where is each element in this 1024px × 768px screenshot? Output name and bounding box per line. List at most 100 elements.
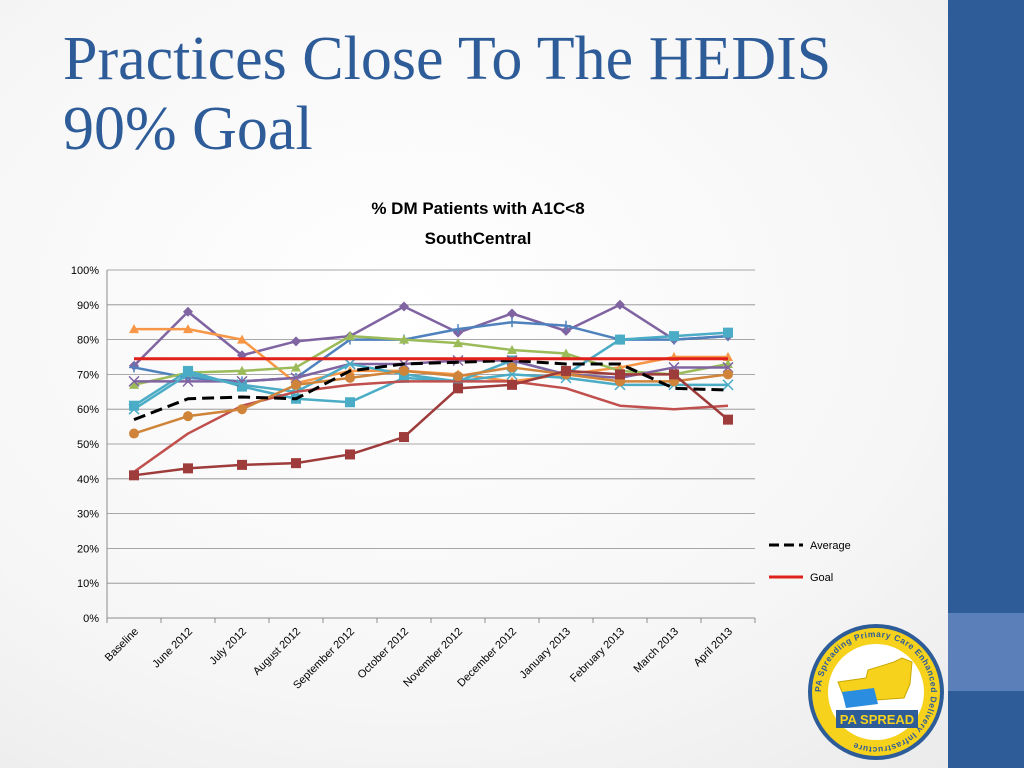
data-point-square xyxy=(615,334,625,345)
series-2 xyxy=(129,317,733,387)
x-tick-label: February 2013 xyxy=(568,626,627,685)
y-tick-label: 0% xyxy=(83,613,99,625)
series-average xyxy=(133,358,729,422)
data-point-circle xyxy=(507,362,517,373)
data-point-triangle xyxy=(399,334,409,344)
series-8 xyxy=(133,380,729,473)
series-line xyxy=(133,380,729,473)
y-tick-label: 30% xyxy=(77,509,99,521)
data-point-circle xyxy=(399,365,409,376)
data-point-diamond xyxy=(291,336,301,347)
data-point-square xyxy=(669,331,679,342)
data-point-x xyxy=(236,379,248,391)
y-tick-label: 70% xyxy=(77,369,99,381)
series-9 xyxy=(129,362,733,439)
series-line xyxy=(133,303,729,367)
series-line xyxy=(133,362,728,411)
chart-series xyxy=(128,299,734,481)
data-point-triangle xyxy=(129,324,139,334)
slide-title-line1: Practices Close To The HEDIS xyxy=(63,25,832,93)
x-tick-label: January 2013 xyxy=(517,626,573,682)
data-point-square xyxy=(291,458,301,469)
chart-title-line2: SouthCentral xyxy=(425,229,532,248)
data-point-triangle xyxy=(237,365,247,375)
x-tick-label: March 2013 xyxy=(632,626,682,676)
data-point-x xyxy=(344,358,356,370)
data-point-diamond xyxy=(399,301,409,312)
data-point-diamond xyxy=(507,308,517,319)
data-point-square xyxy=(453,383,463,394)
data-point-square xyxy=(399,372,409,383)
y-tick-label: 10% xyxy=(77,578,99,590)
series-line xyxy=(133,369,729,477)
data-point-square xyxy=(615,369,625,380)
legend-label: Average xyxy=(810,540,851,552)
data-point-diamond xyxy=(561,325,571,336)
series-line xyxy=(133,366,729,435)
data-point-triangle xyxy=(291,362,301,372)
data-point-diamond xyxy=(615,299,625,310)
data-point-square xyxy=(129,400,139,411)
data-point-square xyxy=(669,369,679,380)
data-point-circle xyxy=(345,372,355,383)
data-point-square xyxy=(399,432,409,443)
x-tick-label: April 2013 xyxy=(692,626,736,670)
x-tick-label: August 2012 xyxy=(251,626,303,678)
data-point-x xyxy=(128,375,140,387)
data-point-square xyxy=(507,379,517,390)
pa-spread-logo: PA Spreading Primary Care Enhanced Deliv… xyxy=(808,624,944,760)
data-point-triangle xyxy=(183,324,193,334)
data-point-triangle xyxy=(453,338,463,348)
side-accent-block xyxy=(948,613,1024,691)
data-point-circle xyxy=(237,404,247,415)
series-line xyxy=(133,334,729,387)
data-point-square xyxy=(237,381,247,392)
x-tick-label: July 2012 xyxy=(207,626,249,668)
data-point-circle xyxy=(183,411,193,422)
data-point-square xyxy=(129,470,139,481)
x-tick-label: December 2012 xyxy=(455,626,519,690)
data-point-diamond xyxy=(183,306,193,317)
data-point-circle xyxy=(129,428,139,439)
data-point-circle xyxy=(453,371,463,382)
data-point-x xyxy=(182,368,194,380)
data-point-square xyxy=(237,459,247,470)
data-point-triangle xyxy=(129,379,139,389)
y-tick-label: 40% xyxy=(77,474,99,486)
x-tick-label: June 2012 xyxy=(150,626,195,671)
y-tick-label: 50% xyxy=(77,439,99,451)
data-point-square xyxy=(723,327,733,338)
data-point-square xyxy=(183,365,193,376)
y-tick-label: 20% xyxy=(77,543,99,555)
y-tick-label: 60% xyxy=(77,404,99,416)
line-chart: % DM Patients with A1C<8 SouthCentral 0%… xyxy=(71,199,851,692)
data-point-square xyxy=(345,397,355,408)
series-line xyxy=(133,331,729,407)
data-point-square xyxy=(183,463,193,474)
data-point-square xyxy=(345,449,355,460)
data-point-circle xyxy=(723,369,733,380)
y-tick-label: 80% xyxy=(77,335,99,347)
chart-title-line1: % DM Patients with A1C<8 xyxy=(371,199,584,218)
slide-title-line2: 90% Goal xyxy=(63,95,313,163)
x-tick-label: October 2012 xyxy=(356,626,412,682)
data-point-square xyxy=(723,414,733,425)
data-point-triangle xyxy=(345,331,355,341)
data-point-x xyxy=(722,379,734,391)
y-tick-label: 90% xyxy=(77,300,99,312)
chart-legend: Average Goal xyxy=(769,540,851,584)
series-10 xyxy=(129,365,733,481)
logo-main-text: PA SPREAD xyxy=(840,712,914,727)
chart-gridlines xyxy=(107,269,755,619)
data-point-triangle xyxy=(237,334,247,344)
x-tick-label: Baseline xyxy=(103,626,141,664)
data-point-x xyxy=(128,403,140,415)
data-point-square xyxy=(561,365,571,376)
series-line xyxy=(133,358,729,422)
slide-title: Practices Close To The HEDIS 90% Goal xyxy=(63,24,923,164)
legend-label: Goal xyxy=(810,572,833,584)
data-point-circle xyxy=(291,379,301,390)
data-point-triangle xyxy=(561,348,571,358)
y-tick-label: 100% xyxy=(71,265,99,277)
data-point-triangle xyxy=(507,345,517,355)
